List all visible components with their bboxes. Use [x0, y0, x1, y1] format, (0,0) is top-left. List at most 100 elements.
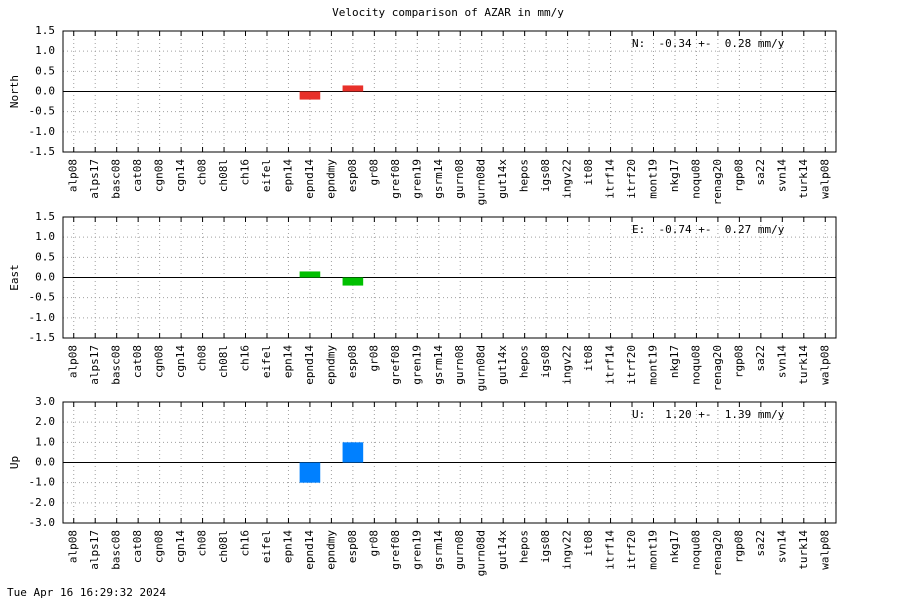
y-tick-label: 1.0 [35, 44, 55, 57]
x-tick-label: alps17 [88, 345, 101, 385]
x-tick-label: svn14 [775, 530, 788, 563]
y-tick-label: -1.0 [29, 476, 56, 489]
x-tick-label: gr08 [367, 159, 380, 186]
x-tick-label: mont19 [646, 530, 659, 570]
x-tick-label: gref08 [389, 345, 402, 385]
x-tick-label: gr08 [367, 530, 380, 557]
x-tick-label: epn14 [281, 530, 294, 563]
x-tick-label: cat08 [131, 530, 144, 563]
x-tick-label: basc08 [110, 159, 123, 199]
x-tick-label: walp08 [818, 530, 831, 570]
y-tick-label: -1.0 [29, 311, 56, 324]
y-tick-label: 0.0 [35, 271, 55, 284]
x-tick-label: alps17 [88, 530, 101, 570]
y-axis-label: North [8, 75, 21, 108]
y-tick-label: -1.5 [29, 331, 56, 344]
x-tick-label: itrf14 [604, 159, 617, 199]
x-tick-label: itrf14 [604, 345, 617, 385]
x-tick-label: epn14 [281, 345, 294, 378]
y-tick-label: -0.5 [29, 105, 56, 118]
x-tick-label: hepos [518, 345, 531, 378]
plot-frame [62, 216, 837, 339]
x-tick-label: ingv22 [561, 530, 574, 570]
annotation: E: -0.74 +- 0.27 mm/y [632, 223, 785, 236]
y-tick-label: 0.5 [35, 64, 55, 77]
x-tick-label: igs08 [539, 345, 552, 378]
x-tick-label: ch08 [196, 530, 209, 557]
x-tick-label: rgp08 [732, 159, 745, 192]
x-tick-label: gsrm14 [432, 345, 445, 385]
x-tick-label: epnd14 [303, 345, 316, 385]
x-tick-label: eifel [260, 159, 273, 192]
bar [299, 91, 321, 100]
x-tick-label: cat08 [131, 159, 144, 192]
x-tick-label: igs08 [539, 530, 552, 563]
x-tick-label: esp08 [346, 345, 359, 378]
annotation: N: -0.34 +- 0.28 mm/y [632, 37, 785, 50]
y-tick-label: -0.5 [29, 291, 56, 304]
x-tick-label: ch08 [196, 345, 209, 372]
x-tick-label: igs08 [539, 159, 552, 192]
x-tick-label: sa22 [754, 530, 767, 557]
x-tick-label: sa22 [754, 159, 767, 186]
x-tick-label: nkg17 [668, 530, 681, 563]
x-tick-label: noqu08 [689, 345, 702, 385]
x-tick-label: itrf20 [625, 345, 638, 385]
x-tick-label: rgp08 [732, 345, 745, 378]
x-tick-label: ch16 [239, 159, 252, 186]
x-tick-label: gurn08 [453, 345, 466, 385]
x-tick-label: ingv22 [561, 159, 574, 199]
x-tick-label: alp08 [67, 345, 80, 378]
y-tick-label: -1.0 [29, 125, 56, 138]
x-tick-label: svn14 [775, 159, 788, 192]
x-tick-label: gut14x [496, 530, 509, 570]
bar [299, 462, 321, 483]
x-tick-label: renag20 [711, 159, 724, 205]
x-tick-label: ch16 [239, 530, 252, 557]
x-tick-label: ch08l [217, 530, 230, 563]
x-tick-label: alp08 [67, 530, 80, 563]
x-tick-label: cgn14 [174, 159, 187, 192]
x-tick-label: noqu08 [689, 159, 702, 199]
x-tick-label: esp08 [346, 530, 359, 563]
x-tick-label: cgn14 [174, 530, 187, 563]
x-tick-label: hepos [518, 530, 531, 563]
x-tick-label: rgp08 [732, 530, 745, 563]
y-tick-label: 1.0 [35, 435, 55, 448]
x-tick-label: basc08 [110, 345, 123, 385]
bar [342, 277, 364, 286]
x-tick-label: gurn08 [453, 530, 466, 570]
x-tick-label: epn14 [281, 159, 294, 192]
x-tick-label: gurn08d [475, 530, 488, 576]
y-tick-label: 1.0 [35, 230, 55, 243]
x-tick-label: gut14x [496, 345, 509, 385]
x-tick-label: cgn08 [153, 530, 166, 563]
x-tick-label: mont19 [646, 159, 659, 199]
x-tick-label: sa22 [754, 345, 767, 372]
y-tick-label: 3.0 [35, 395, 55, 408]
bar [299, 271, 321, 278]
x-tick-label: noqu08 [689, 530, 702, 570]
y-axis-label: East [8, 264, 21, 291]
x-tick-label: itrf14 [604, 530, 617, 570]
x-tick-label: gref08 [389, 159, 402, 199]
x-tick-label: ingv22 [561, 345, 574, 385]
x-tick-label: gsrm14 [432, 530, 445, 570]
x-tick-label: turk14 [797, 345, 810, 385]
x-tick-label: epndmy [324, 159, 337, 199]
y-axis-label: Up [8, 456, 21, 469]
x-tick-label: eifel [260, 530, 273, 563]
x-tick-label: eifel [260, 345, 273, 378]
x-tick-label: gren19 [410, 345, 423, 385]
x-tick-label: cat08 [131, 345, 144, 378]
x-tick-label: gut14x [496, 159, 509, 199]
x-tick-label: walp08 [818, 159, 831, 199]
chart-title: Velocity comparison of AZAR in mm/y [332, 6, 564, 19]
y-tick-label: 2.0 [35, 415, 55, 428]
x-tick-label: turk14 [797, 530, 810, 570]
x-tick-label: gsrm14 [432, 159, 445, 199]
bar [342, 442, 364, 463]
x-tick-label: svn14 [775, 345, 788, 378]
x-tick-label: epnd14 [303, 159, 316, 199]
x-tick-label: it08 [582, 345, 595, 372]
